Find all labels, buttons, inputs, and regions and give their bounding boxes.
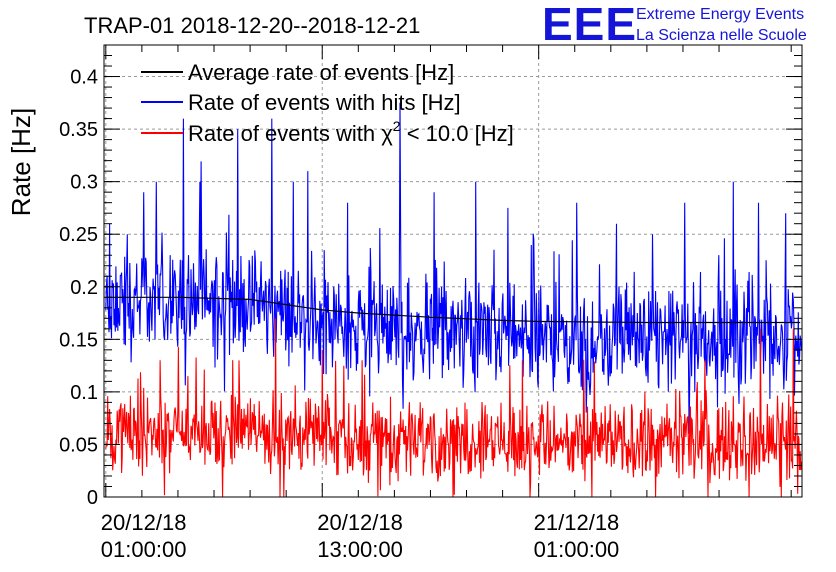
y-tick-label: 0.1 (70, 382, 98, 404)
x-tick-label-date: 21/12/18 (534, 510, 620, 535)
y-tick-label: 0.2 (70, 277, 98, 299)
legend-label-0: Average rate of events [Hz] (188, 60, 454, 85)
x-tick-label-time: 01:00:00 (534, 537, 620, 562)
plot-frame (103, 44, 803, 498)
eee-logo: EEE Extreme Energy Events La Scienza nel… (542, 0, 807, 50)
series-line-hits (105, 102, 803, 434)
eee-logo-line2: La Scienza nelle Scuole (636, 27, 807, 44)
x-tick-label-date: 20/12/18 (101, 510, 187, 535)
x-tick-label-time: 01:00:00 (101, 537, 187, 562)
y-tick-label: 0 (87, 487, 98, 509)
eee-logo-mark: EEE (542, 0, 637, 50)
x-tick-label-date: 20/12/18 (317, 510, 403, 535)
y-tick-label: 0.05 (59, 434, 98, 456)
axes: 00.050.10.150.20.250.30.350.420/12/1801:… (59, 44, 803, 562)
chart-title: TRAP-01 2018-12-20--2018-12-21 (84, 13, 420, 38)
eee-logo-line1: Extreme Energy Events (636, 6, 804, 23)
legend-label-1: Rate of events with hits [Hz] (188, 90, 461, 115)
series-line-average (105, 296, 801, 324)
y-tick-label: 0.25 (59, 224, 98, 246)
y-axis-label: Rate [Hz] (6, 108, 36, 216)
x-tick-label-time: 13:00:00 (317, 537, 403, 562)
legend: Average rate of events [Hz] Rate of event… (141, 60, 514, 146)
y-tick-label: 0.15 (59, 329, 98, 351)
y-tick-label: 0.35 (59, 119, 98, 141)
series-line-chi2 (105, 318, 803, 498)
y-tick-label: 0.3 (70, 172, 98, 194)
y-tick-label: 0.4 (70, 67, 98, 89)
series-layer (105, 102, 803, 498)
legend-label-2: Rate of events with χ2 < 10.0 [Hz] (188, 118, 514, 146)
